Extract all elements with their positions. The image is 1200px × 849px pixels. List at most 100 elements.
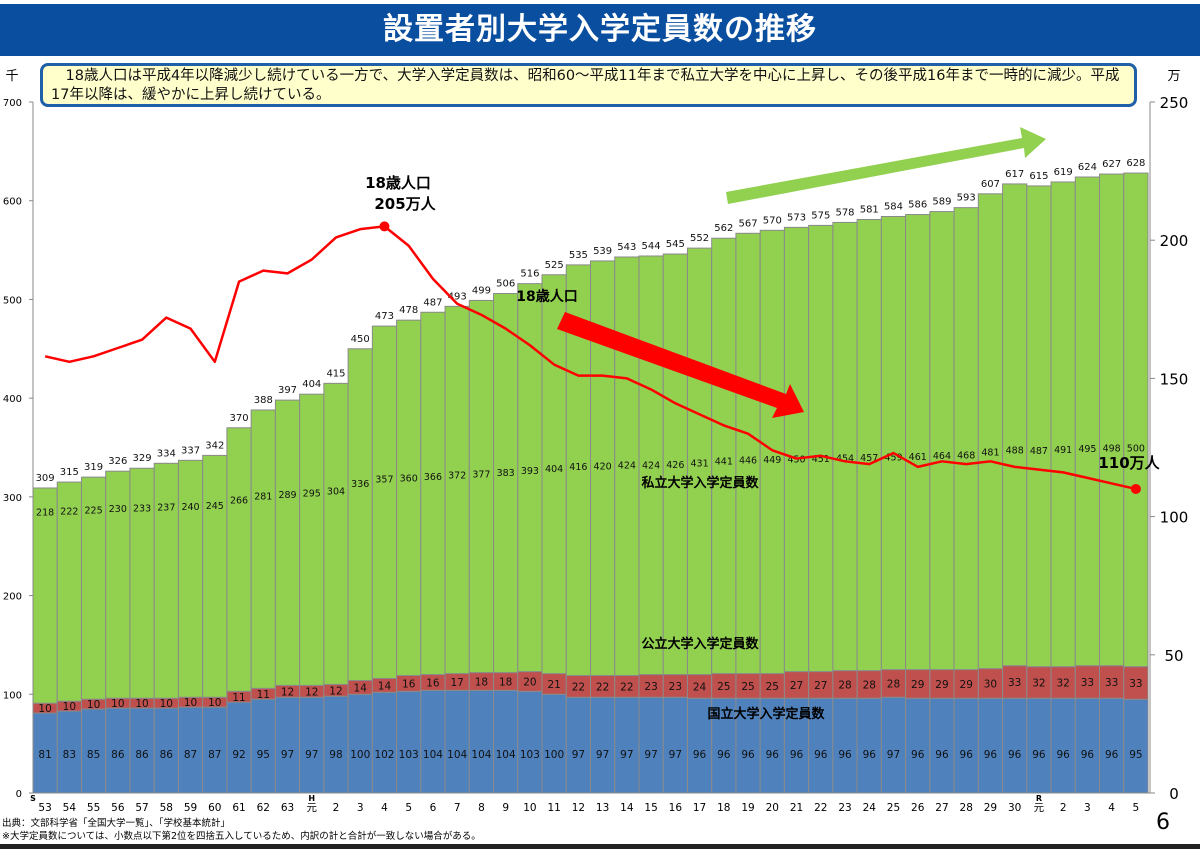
left-tick-label: 500	[3, 295, 22, 306]
public-value-label: 10	[208, 697, 221, 709]
x-tick-label: 22	[814, 802, 827, 814]
x-tick-label: 62	[257, 802, 270, 814]
national-bar	[880, 696, 907, 794]
peak-label-2: 205万人	[374, 195, 436, 213]
public-value-label: 16	[402, 678, 416, 690]
private-bar	[493, 293, 519, 674]
bar-labels: 8110218309831022231585102253198610230326…	[36, 158, 1146, 761]
national-value-label: 83	[63, 749, 76, 761]
national-value-label: 86	[135, 749, 149, 761]
national-bar	[493, 689, 519, 794]
private-value-label: 454	[836, 453, 854, 464]
private-bar	[662, 253, 688, 676]
private-value-label: 468	[957, 450, 975, 461]
x-tick-label: 60	[208, 802, 221, 814]
public-bar	[735, 673, 761, 699]
national-value-label: 100	[350, 749, 370, 761]
private-value-label: 357	[375, 475, 393, 486]
left-tick-label: 400	[3, 394, 22, 405]
national-value-label: 97	[281, 749, 294, 761]
national-value-label: 96	[1105, 749, 1119, 761]
national-bar	[783, 697, 810, 794]
private-value-label: 424	[642, 460, 660, 471]
total-value-label: 535	[569, 250, 588, 261]
x-tick-label: 29	[984, 802, 997, 814]
x-tick-label: 18	[717, 802, 730, 814]
private-value-label: 461	[909, 452, 927, 463]
private-value-label: 225	[85, 506, 103, 517]
x-tick-label: 26	[911, 802, 925, 814]
public-value-label: 23	[669, 681, 682, 693]
private-value-label: 222	[60, 506, 78, 517]
x-tick-label: 3	[1084, 802, 1091, 814]
national-value-label: 96	[741, 749, 755, 761]
private-value-label: 218	[36, 508, 54, 519]
page-title: 設置者別大学入学定員数の推移	[0, 4, 1200, 56]
national-value-label: 87	[184, 749, 197, 761]
private-value-label: 377	[472, 469, 490, 480]
private-value-label: 491	[1054, 445, 1072, 456]
total-value-label: 584	[884, 202, 903, 213]
private-bar	[1050, 181, 1076, 668]
end-point	[1130, 483, 1141, 494]
national-value-label: 97	[620, 749, 633, 761]
private-value-label: 488	[1006, 446, 1024, 457]
national-bar	[711, 697, 737, 794]
public-value-label: 24	[693, 681, 707, 693]
national-value-label: 103	[520, 749, 540, 761]
total-value-label: 493	[448, 291, 467, 302]
total-value-label: 388	[254, 395, 273, 406]
total-value-label: 329	[133, 453, 152, 464]
private-value-label: 498	[1103, 444, 1121, 455]
x-tick-label: 25	[887, 802, 900, 814]
public-bar	[711, 673, 737, 699]
public-value-label: 11	[232, 692, 245, 704]
x-tick-label: 6	[430, 802, 437, 814]
private-value-label: 237	[157, 503, 175, 514]
national-bar	[153, 707, 179, 794]
public-value-label: 10	[87, 699, 100, 711]
public-value-label: 12	[305, 686, 318, 698]
national-label: 国立大学入学定員数	[707, 706, 825, 722]
private-bar	[299, 393, 325, 686]
total-value-label: 545	[666, 239, 685, 250]
total-value-label: 586	[908, 200, 927, 211]
national-value-label: 104	[471, 749, 491, 761]
national-value-label: 100	[544, 749, 564, 761]
x-tick-label: 3	[357, 802, 364, 814]
x-tick-label: 28	[960, 802, 973, 814]
total-value-label: 578	[835, 207, 854, 218]
private-value-label: 336	[351, 479, 369, 490]
public-value-label: 10	[111, 698, 124, 710]
private-value-label: 393	[521, 466, 539, 477]
private-value-label: 424	[618, 461, 636, 472]
left-tick-label: 100	[3, 690, 22, 701]
x-tick-label: 元	[1034, 802, 1045, 814]
national-value-label: 97	[305, 749, 318, 761]
total-value-label: 473	[375, 311, 394, 322]
national-value-label: 96	[1056, 749, 1070, 761]
private-value-label: 230	[109, 504, 127, 515]
national-bar	[735, 697, 761, 794]
national-value-label: 96	[935, 749, 949, 761]
national-value-label: 96	[1008, 749, 1022, 761]
private-value-label: 459	[884, 452, 902, 463]
national-bar	[396, 690, 422, 794]
national-bar	[905, 697, 931, 794]
national-value-label: 96	[693, 749, 707, 761]
private-bar	[711, 237, 737, 675]
total-value-label: 370	[229, 413, 248, 424]
public-value-label: 29	[960, 679, 973, 691]
peak-label-1: 18歳人口	[365, 174, 431, 192]
national-bar	[299, 696, 325, 794]
public-bar	[832, 670, 858, 699]
national-value-label: 86	[160, 749, 174, 761]
private-label: 私立大学入学定員数	[641, 475, 759, 491]
total-value-label: 499	[472, 285, 491, 296]
national-value-label: 96	[1081, 749, 1095, 761]
left-tick-label: 600	[3, 197, 22, 208]
public-value-label: 14	[378, 680, 392, 692]
peak-point	[379, 221, 390, 232]
private-value-label: 240	[181, 502, 199, 513]
